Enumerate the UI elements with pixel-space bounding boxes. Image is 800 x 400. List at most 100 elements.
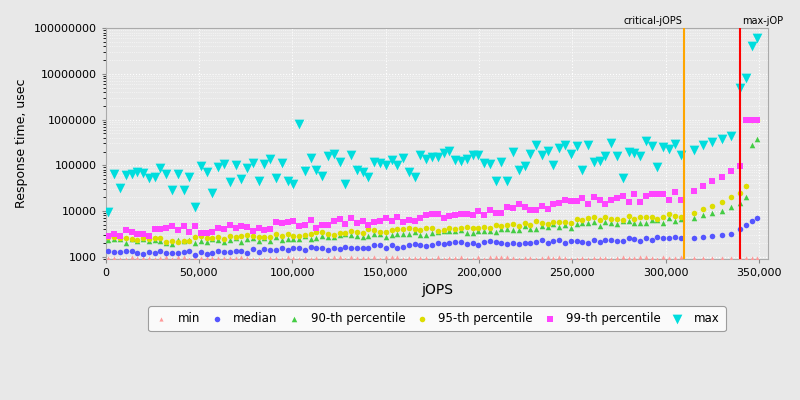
99-th percentile xyxy=(229,225,242,231)
99-th percentile xyxy=(594,197,606,203)
median xyxy=(501,241,514,248)
95-th percentile xyxy=(287,233,300,239)
median xyxy=(356,244,369,251)
median xyxy=(258,246,271,252)
90-th percentile xyxy=(137,236,150,243)
95-th percentile xyxy=(687,210,700,216)
90-th percentile xyxy=(270,234,282,241)
99-th percentile xyxy=(495,210,508,216)
99-th percentile xyxy=(558,197,571,203)
95-th percentile xyxy=(293,232,306,239)
median xyxy=(530,239,542,245)
median xyxy=(466,240,479,246)
median xyxy=(379,244,392,251)
median xyxy=(293,245,306,252)
min xyxy=(148,256,161,262)
90-th percentile xyxy=(281,236,294,242)
max xyxy=(594,158,606,164)
max xyxy=(495,159,508,165)
90-th percentile xyxy=(599,219,612,225)
min xyxy=(142,255,155,261)
max xyxy=(397,155,410,162)
max xyxy=(252,178,265,184)
90-th percentile xyxy=(327,233,340,240)
99-th percentile xyxy=(599,201,612,208)
99-th percentile xyxy=(183,228,196,235)
99-th percentile xyxy=(194,230,207,236)
median xyxy=(570,238,583,244)
max xyxy=(530,142,542,149)
median xyxy=(518,240,531,247)
95-th percentile xyxy=(241,232,254,238)
max xyxy=(669,141,682,147)
max xyxy=(194,163,207,169)
90-th percentile xyxy=(587,219,600,226)
max xyxy=(734,84,746,91)
median xyxy=(420,242,433,249)
95-th percentile xyxy=(310,228,323,235)
90-th percentile xyxy=(183,236,196,243)
99-th percentile xyxy=(697,183,710,189)
max xyxy=(235,175,248,182)
min xyxy=(657,254,670,260)
99-th percentile xyxy=(316,221,329,228)
99-th percentile xyxy=(739,116,752,123)
95-th percentile xyxy=(339,230,352,236)
median xyxy=(639,235,652,242)
90-th percentile xyxy=(246,234,259,241)
max xyxy=(466,152,479,158)
median xyxy=(706,233,718,240)
99-th percentile xyxy=(166,223,178,230)
90-th percentile xyxy=(506,226,519,233)
median xyxy=(114,248,126,255)
90-th percentile xyxy=(426,230,438,236)
90-th percentile xyxy=(304,236,317,242)
Legend: min, median, 90-th percentile, 95-th percentile, 99-th percentile, max: min, median, 90-th percentile, 95-th per… xyxy=(148,306,726,331)
min xyxy=(119,256,132,262)
median xyxy=(628,236,641,242)
max xyxy=(258,161,271,168)
90-th percentile xyxy=(576,219,589,226)
max xyxy=(634,153,646,159)
max xyxy=(177,187,190,194)
max xyxy=(639,138,652,144)
99-th percentile xyxy=(223,222,236,228)
min xyxy=(426,256,438,262)
max xyxy=(385,156,398,163)
90-th percentile xyxy=(739,194,752,200)
median xyxy=(154,248,167,254)
median xyxy=(171,250,184,256)
median xyxy=(339,244,352,250)
95-th percentile xyxy=(420,225,433,232)
90-th percentile xyxy=(356,233,369,240)
90-th percentile xyxy=(154,238,167,244)
median xyxy=(745,218,758,224)
95-th percentile xyxy=(639,213,652,220)
99-th percentile xyxy=(327,218,340,224)
90-th percentile xyxy=(108,235,121,242)
95-th percentile xyxy=(223,233,236,240)
95-th percentile xyxy=(119,235,132,242)
min xyxy=(235,254,248,261)
median xyxy=(438,241,450,248)
max xyxy=(564,150,577,157)
95-th percentile xyxy=(605,216,618,222)
99-th percentile xyxy=(212,224,225,231)
95-th percentile xyxy=(316,229,329,236)
90-th percentile xyxy=(725,204,738,211)
max xyxy=(454,158,467,164)
min xyxy=(460,255,473,262)
95-th percentile xyxy=(438,227,450,233)
99-th percentile xyxy=(542,206,554,212)
median xyxy=(408,241,421,248)
99-th percentile xyxy=(114,233,126,239)
median xyxy=(547,238,560,244)
99-th percentile xyxy=(322,221,334,228)
95-th percentile xyxy=(657,214,670,220)
min xyxy=(241,255,254,261)
95-th percentile xyxy=(212,234,225,240)
min xyxy=(293,256,306,262)
min xyxy=(327,254,340,260)
99-th percentile xyxy=(472,208,485,214)
99-th percentile xyxy=(530,207,542,213)
